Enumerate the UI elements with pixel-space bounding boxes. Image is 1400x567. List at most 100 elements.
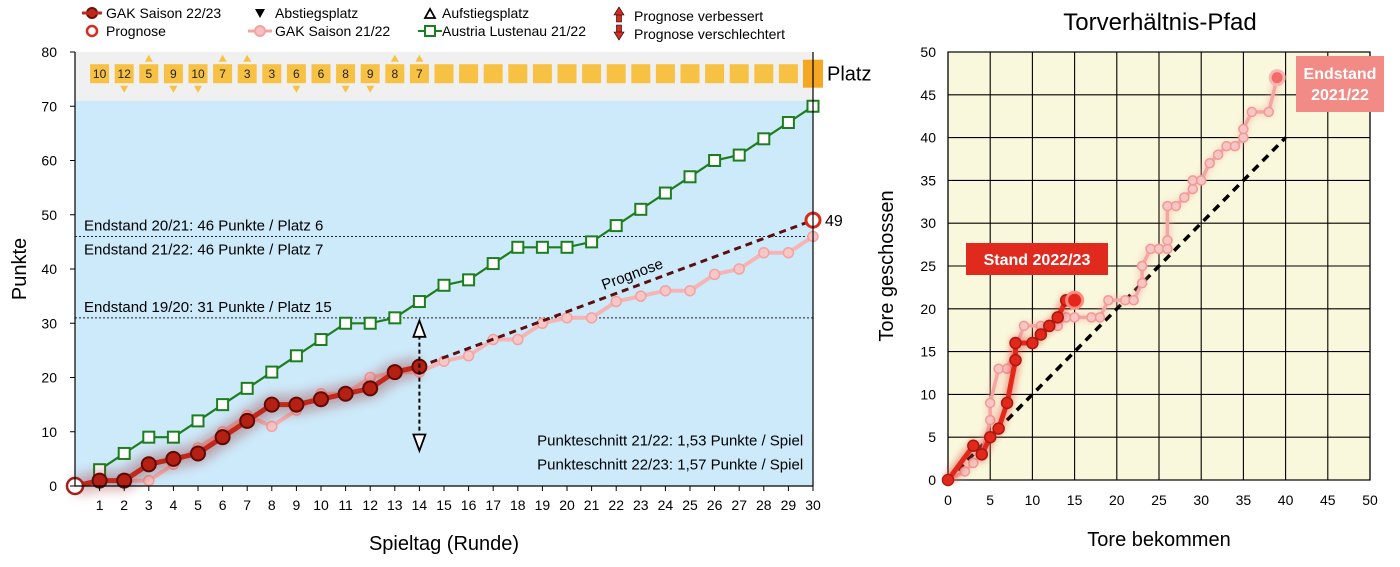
- x-tick-label: 3: [145, 497, 153, 513]
- austria-point: [437, 278, 451, 292]
- austria-point: [388, 311, 402, 325]
- legend-label-prognose: Prognose: [106, 23, 166, 39]
- gak2122-point: [659, 284, 672, 297]
- platz-box: [385, 64, 405, 84]
- x-axis-label: Tore bekommen: [1087, 529, 1230, 551]
- y-axis-label: Punkte: [9, 238, 31, 300]
- platz-box: [336, 64, 356, 84]
- path2122-end: [1268, 69, 1286, 87]
- austria-point: [634, 202, 648, 216]
- gak2122-point: [266, 420, 278, 433]
- platz-value: 8: [391, 67, 398, 81]
- platz-box: [483, 64, 503, 84]
- gak2122-point: [610, 295, 622, 308]
- trend-down-icon: [194, 85, 202, 93]
- austria-point: [265, 365, 279, 379]
- legend-label-gak2122: GAK Saison 21/22: [275, 23, 390, 39]
- y-tick-label: 5: [928, 429, 936, 445]
- x-tick-label: 30: [1193, 492, 1209, 508]
- x-tick-label: 10: [313, 497, 329, 513]
- y-tick-label: 30: [41, 315, 57, 331]
- gak2122-point: [758, 246, 770, 259]
- x-tick-label: 24: [658, 497, 674, 513]
- trend-up-icon: [390, 54, 399, 62]
- path2223-point: [1051, 311, 1064, 324]
- platz-box: [286, 64, 306, 84]
- avg-2122-text: Punkteschnitt 21/22: 1,53 Punkte / Spiel: [537, 432, 803, 449]
- path2223-point: [1000, 396, 1014, 410]
- x-tick-label: 27: [731, 497, 747, 513]
- gak2122-point: [684, 284, 696, 297]
- x-tick-label: 30: [805, 497, 821, 513]
- x-tick-label: 21: [584, 497, 600, 513]
- gak2223-point: [362, 380, 379, 397]
- austria-point: [462, 273, 476, 287]
- x-tick-label: 8: [268, 497, 276, 513]
- endstand-label-box: [1296, 56, 1384, 112]
- y-tick-label: 10: [920, 386, 936, 402]
- path2122-point: [984, 397, 996, 409]
- x-tick-label: 22: [608, 497, 624, 513]
- y-tick-label: 50: [41, 207, 57, 223]
- points-chart: Endstand 20/21: 46 Punkte / Platz 6 Endst…: [9, 44, 871, 555]
- platz-box: [237, 64, 257, 84]
- legend-item-abstieg: Abstiegsplatz: [255, 5, 358, 21]
- austria-point: [314, 333, 328, 347]
- austria-point: [412, 295, 426, 309]
- platz-box: [311, 64, 331, 84]
- platz-box: [262, 64, 282, 84]
- avg-2223-text: Punkteschnitt 22/23: 1,57 Punkte / Spiel: [537, 457, 803, 474]
- platz-value: 6: [318, 67, 325, 81]
- chart-title: Torverhältnis-Pfad: [1063, 9, 1256, 36]
- platz-value: 9: [367, 67, 374, 81]
- x-tick-label: 4: [170, 497, 178, 513]
- path2122-point: [1179, 192, 1190, 203]
- austria-point: [609, 219, 623, 233]
- prognose-line: [418, 218, 814, 369]
- platz-box: [729, 64, 749, 84]
- trend-down-icon: [366, 85, 375, 93]
- platz-value: 7: [219, 67, 226, 81]
- path2122-point: [1162, 200, 1173, 212]
- y-tick-label: 0: [928, 472, 936, 488]
- y-tick-label: 45: [920, 87, 936, 103]
- stand-label-text: Stand 2022/23: [984, 252, 1091, 269]
- y-tick-label: 60: [41, 153, 57, 169]
- trend-down-icon: [341, 85, 350, 93]
- path2122-point: [1119, 294, 1131, 306]
- arrow-down-icon: [613, 24, 625, 41]
- axes: 0 5 10 15 20 25 30 35 40 45 50 0 5 10 15 20 25 30 35 40 45 50: [920, 44, 1378, 508]
- gak2223-point: [263, 396, 280, 413]
- path2122-point: [1162, 235, 1173, 246]
- path2122-point: [993, 363, 1004, 374]
- path2122-point: [1187, 175, 1199, 186]
- austria-point: [191, 414, 205, 428]
- platz-box: [90, 64, 110, 84]
- path2122-point: [968, 457, 979, 469]
- path2122-point: [1153, 243, 1165, 255]
- x-tick-label: 7: [243, 497, 251, 513]
- gak2223-point: [165, 450, 182, 467]
- y-tick-label: 15: [920, 344, 936, 360]
- austria-point: [708, 154, 722, 167]
- x-tick-label: 40: [1278, 492, 1294, 508]
- endstand-label: Endstand 2021/22: [1296, 56, 1384, 112]
- endstand-label-line1: Endstand: [1304, 66, 1377, 83]
- austria-point: [289, 349, 303, 363]
- austria-point: [216, 398, 230, 412]
- legend: GAK Saison 22/23 Prognose Abstiegsplatz …: [82, 5, 785, 42]
- austria-point: [732, 148, 746, 162]
- x-tick-label: 15: [1067, 492, 1083, 508]
- x-tick-label: 6: [219, 497, 227, 513]
- platz-box: [409, 64, 429, 84]
- gak2122-point: [512, 333, 524, 346]
- path2122-point: [1069, 312, 1080, 323]
- platz-box: [680, 64, 700, 84]
- platz-value: 3: [268, 67, 275, 81]
- platz-label: Platz: [827, 64, 871, 86]
- path2122-point: [1136, 260, 1148, 272]
- path2122-point: [1238, 123, 1249, 135]
- x-tick-label: 2: [120, 497, 128, 513]
- x-tick-label: 50: [1362, 492, 1378, 508]
- path2223-point: [983, 430, 997, 444]
